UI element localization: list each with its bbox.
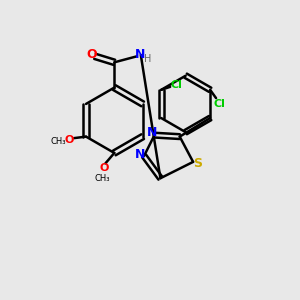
Text: Cl: Cl [214,99,226,109]
Text: CH₃: CH₃ [50,136,65,146]
Text: O: O [65,135,74,145]
Text: O: O [99,164,109,173]
Text: H: H [144,54,152,64]
Text: N: N [147,126,157,139]
Text: N: N [135,48,146,62]
Text: Cl: Cl [170,80,182,90]
Text: O: O [86,48,97,62]
Text: CH₃: CH₃ [95,174,110,183]
Text: S: S [193,157,202,170]
Text: N: N [134,148,145,161]
